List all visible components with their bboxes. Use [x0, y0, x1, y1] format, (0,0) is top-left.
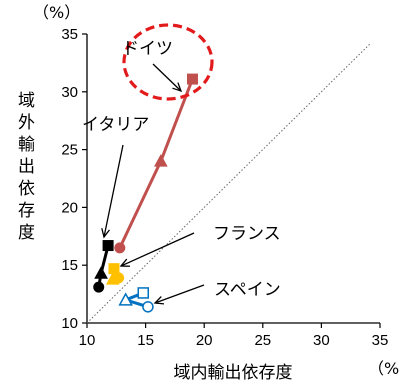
arrow-line	[103, 144, 124, 238]
annotation-germany: ドイツ	[122, 39, 173, 59]
data-point-triangle	[94, 266, 108, 279]
y-tick-label: 25	[61, 142, 78, 159]
y-tick-label: 20	[61, 199, 78, 216]
series-group	[93, 73, 198, 313]
arrow-head	[119, 258, 131, 267]
data-point-triangle	[118, 292, 133, 306]
data-point-square	[102, 240, 114, 252]
arrow-head	[101, 228, 110, 239]
highlight-circle	[122, 23, 214, 101]
x-tick-label: 35	[372, 332, 389, 349]
x-axis-title: 域内輸出依存度	[174, 363, 293, 383]
series-ドイツ	[114, 73, 198, 254]
series-イタリア	[93, 240, 114, 293]
data-point-circle	[142, 301, 154, 313]
y-tick-label: 35	[61, 26, 78, 43]
y-tick-label: 10	[61, 315, 78, 332]
x-tick-label: 20	[196, 332, 213, 349]
axes: 10 15 20 25 30 35 10 15 20 25 30 35	[61, 26, 388, 349]
annotation-arrow-spain	[153, 284, 205, 305]
arrow-line	[120, 232, 195, 267]
x-tick-label: 25	[254, 332, 271, 349]
x-unit-label: （%	[368, 359, 399, 378]
data-point-triangle	[105, 272, 120, 285]
annotation-france: フランス	[213, 224, 281, 244]
arrow-head	[172, 82, 183, 93]
annotation-spain: スペイン	[214, 280, 281, 300]
y-tick-label: 15	[61, 257, 78, 274]
annotation-arrow-italy	[101, 144, 124, 239]
series-line	[97, 245, 110, 288]
data-point-circle	[93, 281, 105, 293]
x-tick-label: 15	[137, 332, 154, 349]
arrow-head	[153, 296, 165, 305]
data-point-square	[108, 263, 120, 275]
y-axis-title: 域外輸出依存度	[18, 91, 35, 243]
x-tick-label: 30	[313, 332, 330, 349]
series-スペイン	[118, 287, 154, 313]
annotation-arrow-germany	[152, 63, 183, 93]
y-tick-label: 30	[61, 84, 78, 101]
data-point-square	[186, 73, 198, 85]
data-point-circle	[114, 242, 126, 254]
x-tick-label: 10	[79, 332, 96, 349]
arrow-line	[154, 284, 205, 304]
y-unit-label: （%）	[33, 3, 80, 22]
arrow-line	[152, 63, 182, 92]
data-point-square	[137, 287, 150, 299]
data-point-triangle	[153, 154, 168, 167]
annotation-italy: イタリア	[82, 115, 149, 135]
annotation-arrow-france	[119, 232, 195, 267]
series-フランス	[105, 263, 125, 285]
